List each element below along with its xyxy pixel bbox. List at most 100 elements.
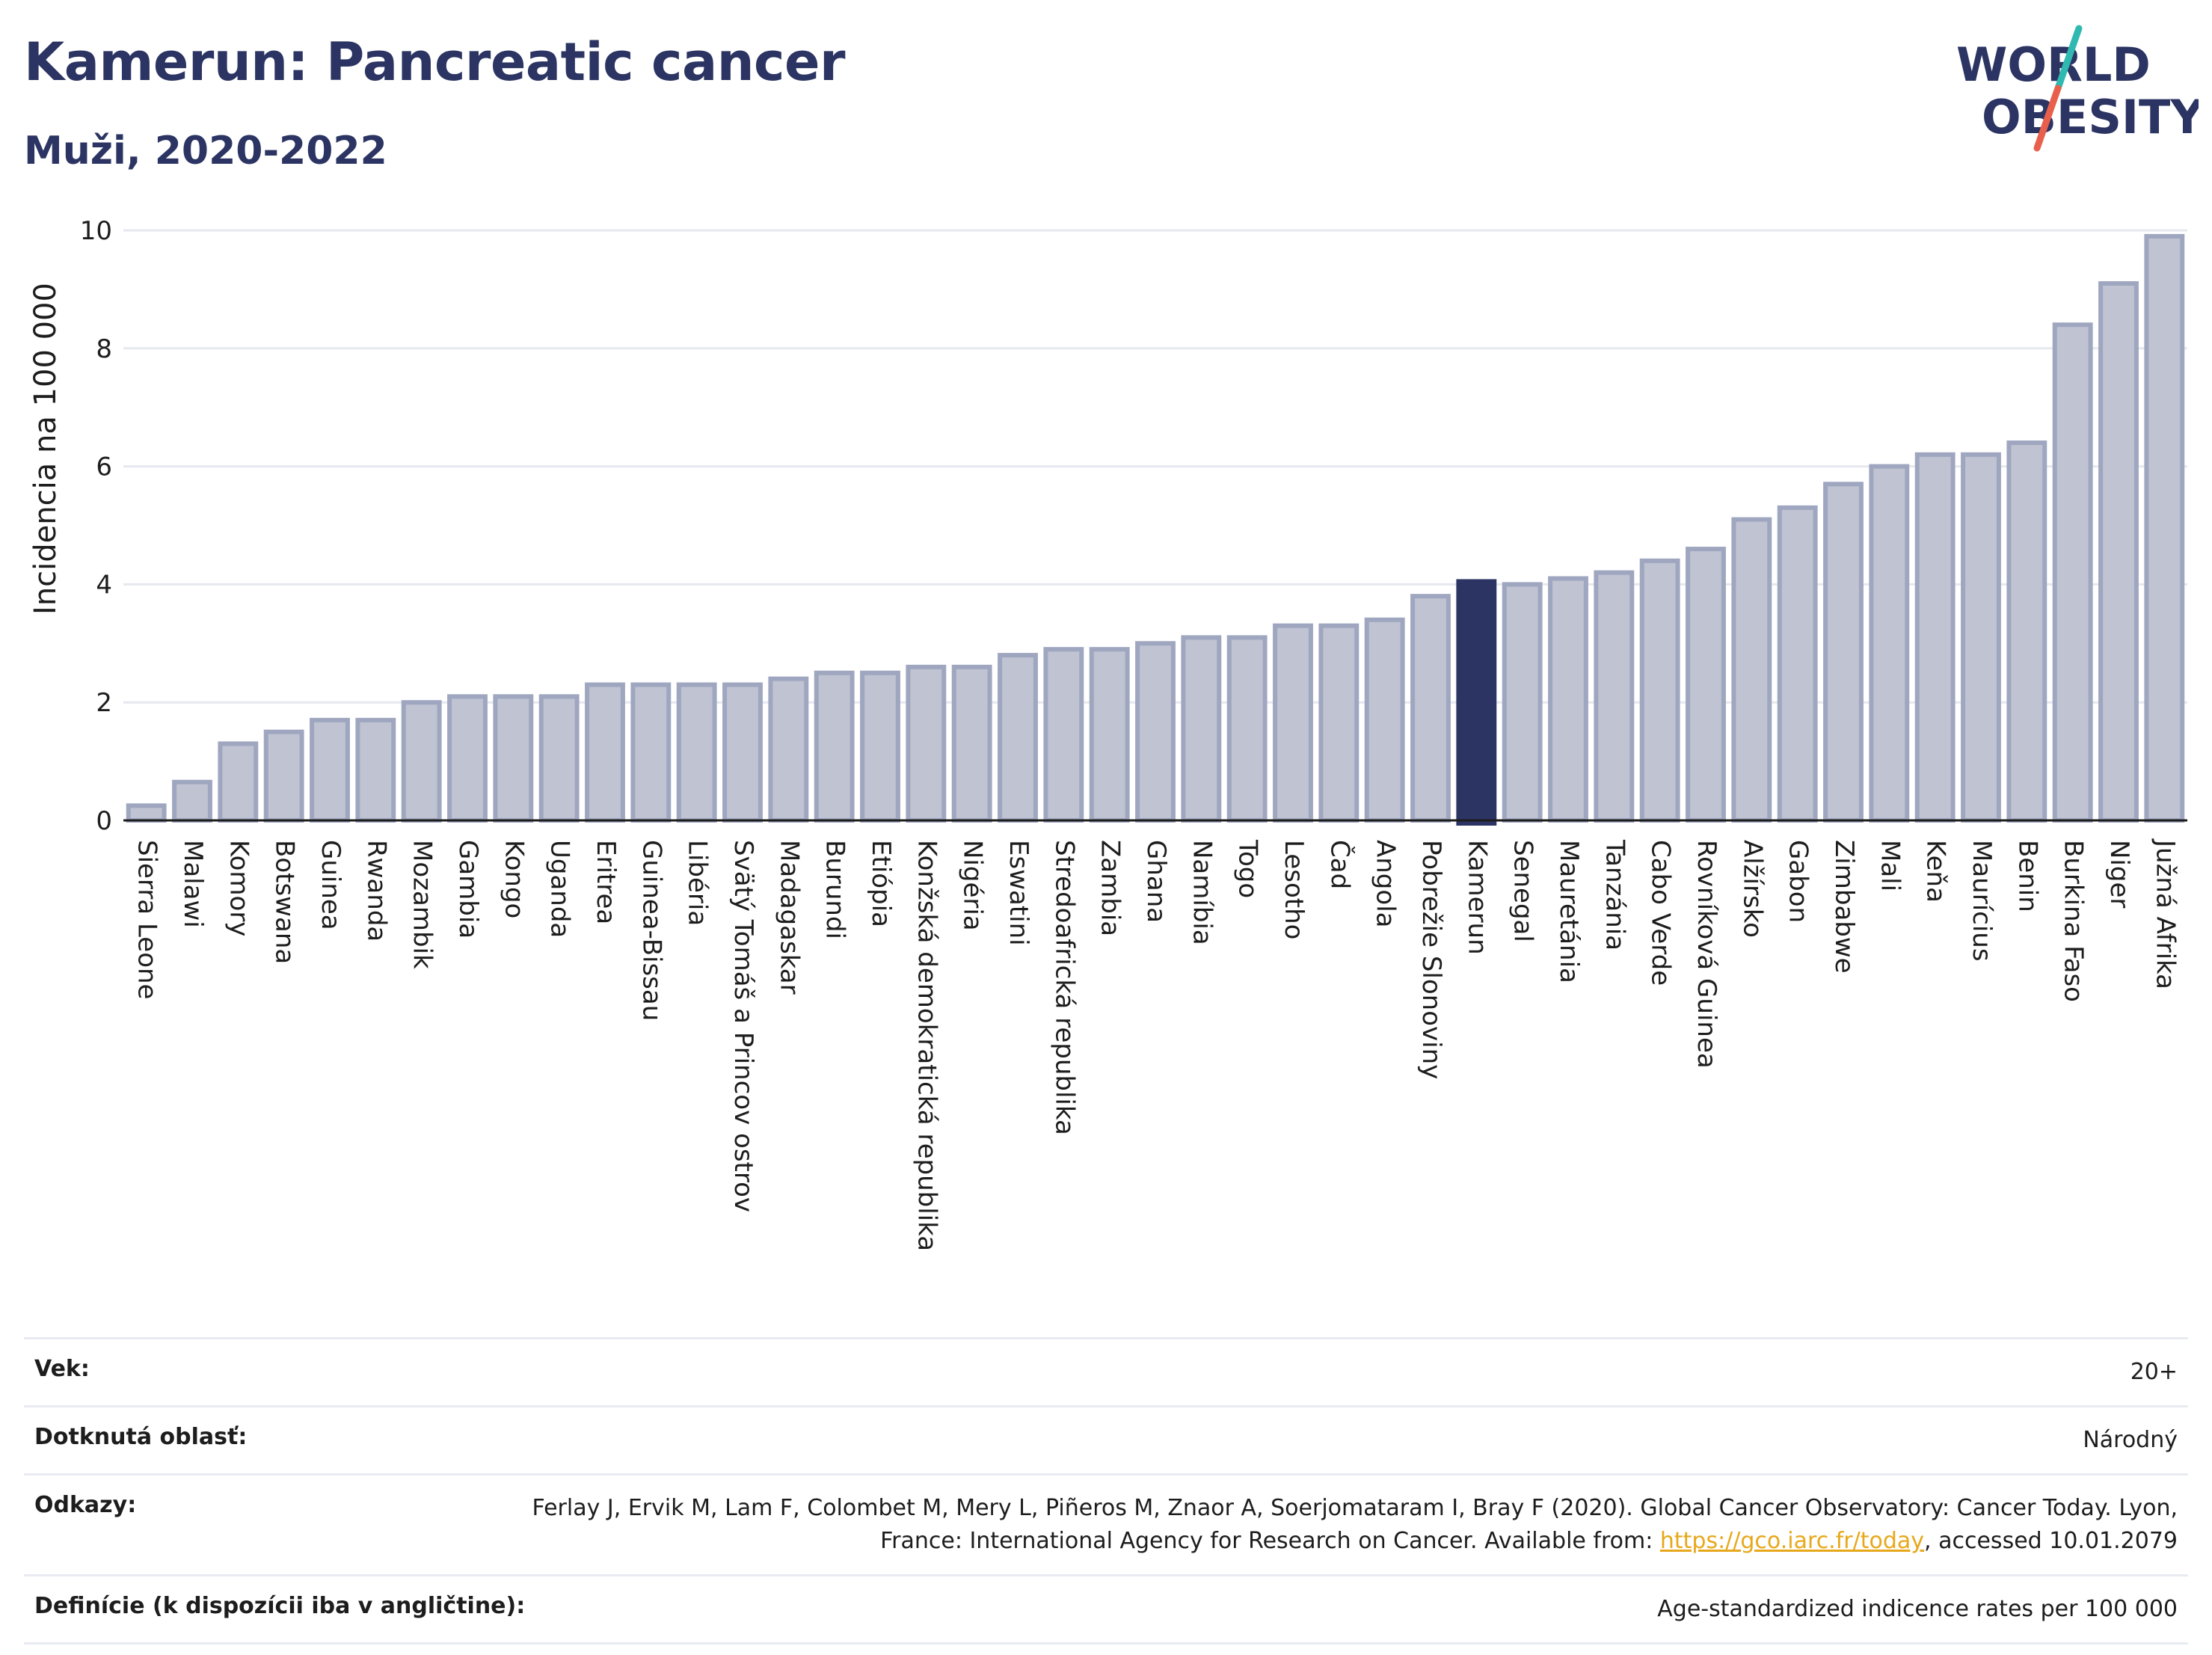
y-tick-label: 4 [96,570,112,600]
bar [1914,452,1956,823]
references-suffix: , accessed 10.01.2079 [1924,1528,2178,1554]
bar [1226,635,1268,823]
bar [1731,517,1772,823]
y-tick-label: 6 [96,452,112,482]
logo-slash-teal [2054,25,2083,92]
x-tick-label: Angola [1371,840,1401,927]
x-tick-label: Komory [224,840,254,936]
definitions-label: Definície (k dispozícii iba v angličtine… [34,1593,526,1619]
area-label: Dotknutá oblasť: [34,1424,248,1450]
bar [2098,281,2139,823]
x-tick-label: Madagaskar [774,840,804,995]
bar-chart: 0 2 4 6 8 10 Sierra Leone Malawi Komory Botswana… [28,216,2187,1251]
metadata-table: Vek: 20+ Dotknutá oblasť: Národný Odkazy… [24,1337,2188,1645]
x-tick-label: Nigéria [958,840,988,931]
x-tick-label: Etiópia [866,840,896,927]
bar [630,682,672,823]
bar [1181,635,1222,823]
x-tick-label: Kongo [499,840,529,918]
x-tick-label: Konžská demokratická republika [912,840,941,1251]
x-tick-label: Rwanda [361,840,391,942]
x-tick-label: Zambia [1096,840,1125,936]
x-tick-label: Gabon [1784,840,1813,923]
bar [172,779,212,823]
bar [1777,505,1818,823]
x-tick-label: Mali [1875,840,1905,891]
x-tick-label: Libéria [683,840,713,926]
y-tick-label: 2 [96,688,112,718]
references-text: Ferlay J, Ervik M, Lam F, Colombet M, Me… [532,1495,2178,1554]
x-tick-label: Ghana [1141,840,1171,923]
references-label: Odkazy: [34,1492,137,1518]
logo-text-obesity: OBESITY [1982,90,2199,144]
bar [1594,570,1635,823]
bar [768,676,809,823]
page-subtitle: Muži, 2020-2022 [24,129,387,174]
x-tick-label: Botswana [270,840,300,964]
logo-slash-red [2033,85,2062,152]
x-tick-label: Čad [1324,840,1355,889]
y-tick-label: 0 [96,806,112,836]
x-tick-label: Niger [2104,840,2134,908]
bar [860,670,900,823]
y-tick-label: 10 [80,216,112,246]
bar [2144,233,2185,823]
bar [447,694,488,823]
bar [1135,641,1176,823]
bar [1043,647,1084,823]
x-tick-label: Južná Afrika [2150,838,2180,989]
bar [906,664,947,823]
bar [2006,440,2047,823]
bar [1273,623,1313,823]
bar [1364,617,1405,823]
x-tick-label: Togo [1233,839,1263,898]
x-tick-label: Maurícius [1967,840,1997,962]
x-tick-label: Sierra Leone [132,840,162,999]
x-tick-label: Kamerun [1462,840,1492,955]
bar [1686,547,1726,823]
bar [1639,558,1680,823]
bar [1961,452,2001,823]
bar [676,682,717,823]
bar [1548,576,1588,823]
x-tick-label: Lesotho [1279,840,1309,939]
world-obesity-logo: WORLD OBESITY [1956,25,2199,152]
bar [1502,582,1543,823]
bar [263,729,304,823]
y-tick-label: 8 [96,334,112,364]
x-tick-label: Guinea-Bissau [636,840,666,1021]
x-tick-label: Eritrea [591,840,621,924]
bar [814,670,855,823]
meta-row-definitions: Definície (k dispozícii iba v angličtine… [24,1574,2188,1645]
x-tick-label: Cabo Verde [1646,840,1676,986]
references-link[interactable]: https://gco.iarc.fr/today [1659,1528,1925,1554]
bar [126,803,167,823]
bar [1410,594,1451,823]
bar [1869,464,1910,823]
bar [998,653,1038,823]
age-label: Vek: [34,1356,90,1382]
x-tick-labels: Sierra Leone Malawi Komory Botswana Guinea Rw… [132,838,2181,1251]
x-tick-label: Namíbia [1187,840,1217,945]
y-tick-labels: 0 2 4 6 8 10 [80,216,112,836]
x-tick-label: Rovníková Guinea [1692,840,1721,1069]
area-value: Národný [2083,1427,2178,1453]
x-tick-label: Tanzánia [1600,839,1629,951]
x-tick-label: Mauretánia [1554,840,1584,983]
references-value: Ferlay J, Ervik M, Lam F, Colombet M, Me… [458,1492,2178,1558]
x-tick-label: Keňa [1921,840,1951,903]
bar [310,717,350,823]
bar [722,682,763,823]
bar [1318,623,1360,823]
bar [585,682,625,823]
bars-layer [126,233,2185,826]
bar [218,741,259,823]
meta-row-age: Vek: 20+ [24,1337,2188,1405]
bar-highlighted [1456,579,1497,826]
bar [2052,322,2093,823]
x-tick-label: Alžírsko [1737,840,1767,938]
bar [1823,482,1864,823]
x-tick-label: Guinea [316,840,345,930]
x-tick-label: Uganda [545,840,575,938]
bar [401,700,442,823]
